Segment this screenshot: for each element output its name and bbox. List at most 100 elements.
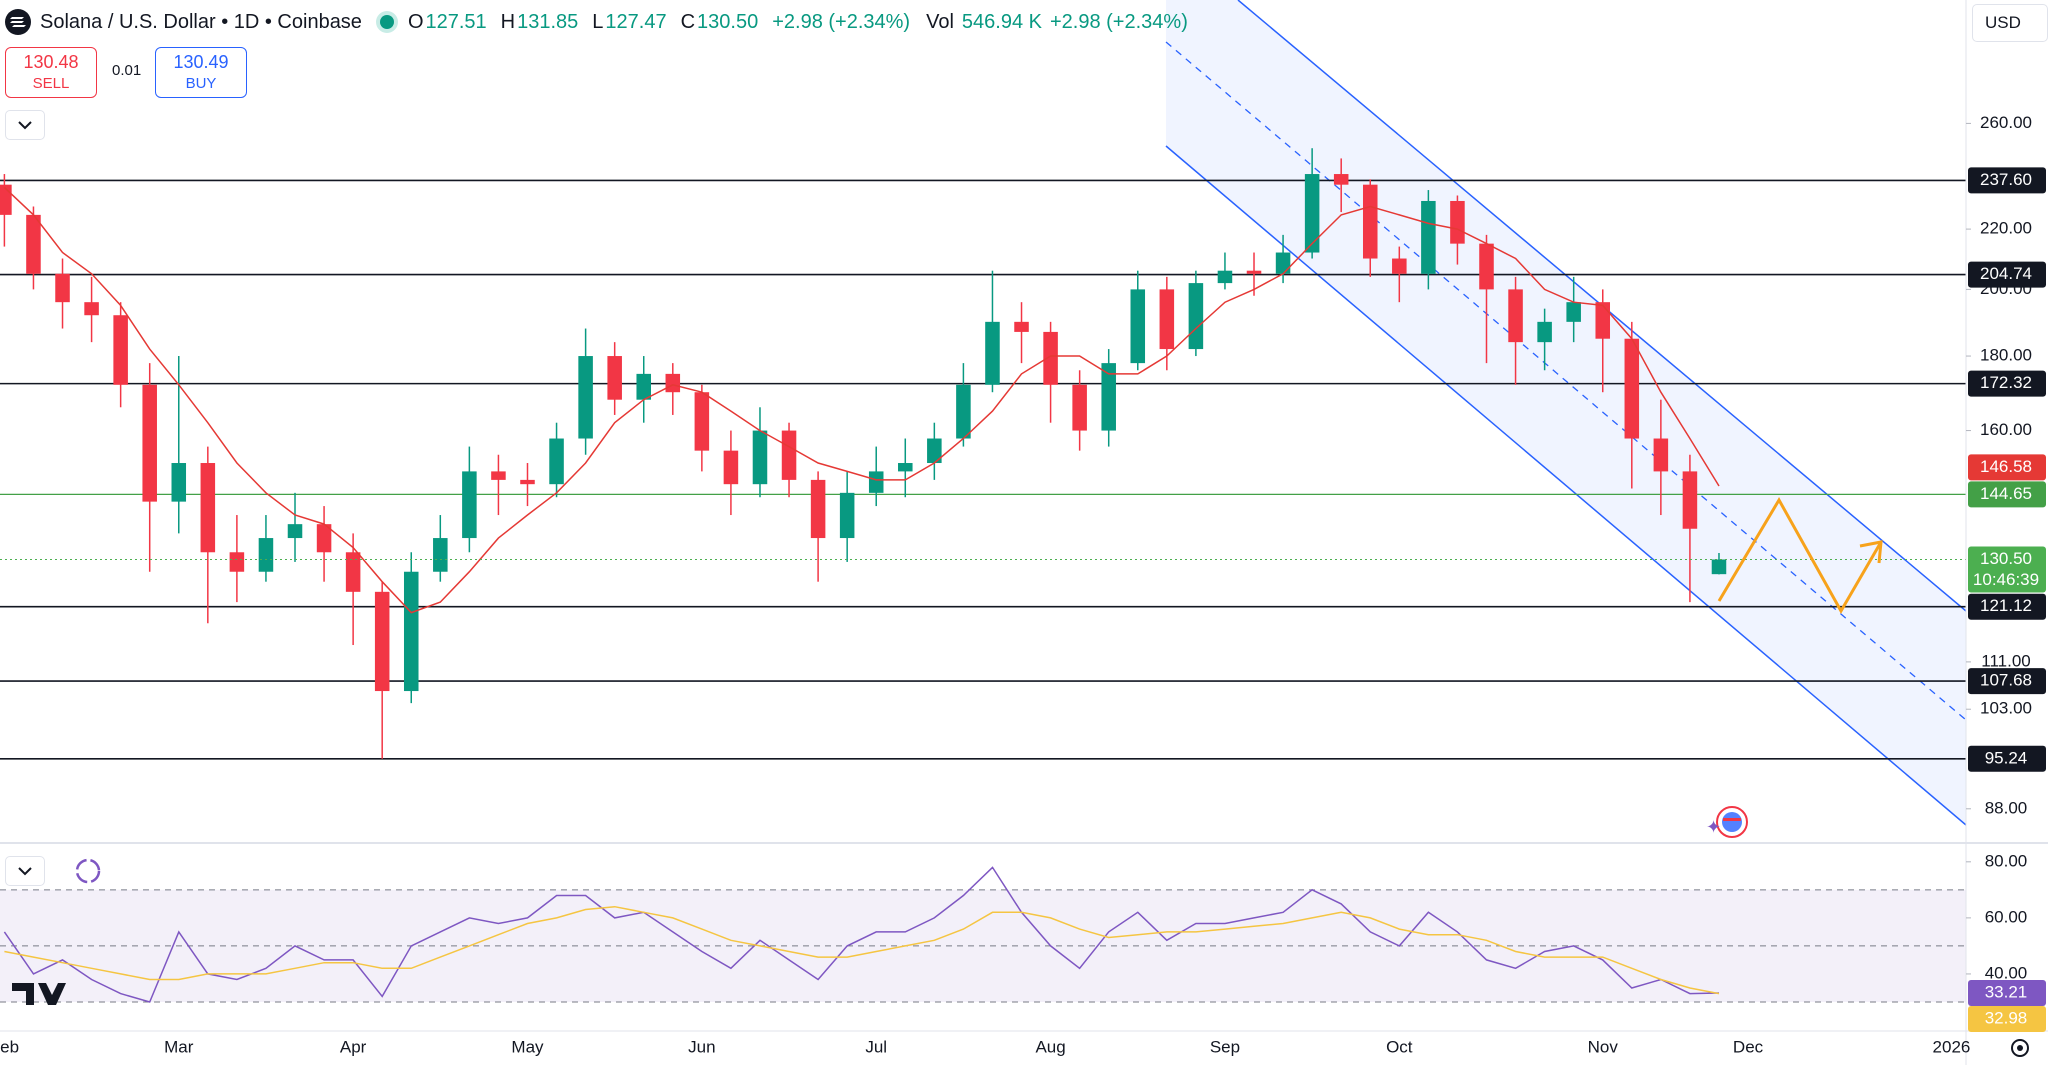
collapse-button[interactable] [5, 110, 45, 140]
logo [12, 983, 66, 1005]
settings-icon[interactable] [2011, 1039, 2029, 1057]
ohlc-key: C [680, 10, 696, 33]
ohlc-low: L 127.47 [592, 11, 666, 34]
rsi-label-box [1968, 979, 2046, 1006]
candle-body [723, 450, 739, 485]
candle-body [374, 591, 390, 692]
candle-body [1130, 289, 1146, 364]
x-tick-label: Nov [1588, 1037, 1619, 1056]
candle-body [1043, 331, 1058, 385]
rsi-y-tick-label: 40.00 [1985, 963, 2028, 982]
rsi-label: 32.98 [1985, 1008, 2028, 1027]
level-label: 95.24 [1985, 748, 2028, 767]
change: +2.98 (+2.34%) [772, 10, 911, 33]
currency-button[interactable]: USD [1972, 4, 2048, 42]
candle-body [462, 471, 477, 539]
axis-labels: 237.60 204.74 172.32 121.12 107.68 95.24 144.6… [1968, 167, 2046, 1032]
sync-icon[interactable] [75, 858, 101, 884]
level-label: 107.68 [1980, 671, 2032, 690]
sell-price: 130.48 [23, 51, 79, 72]
x-tick-label: Jun [688, 1037, 715, 1056]
level-label-box [1968, 370, 2046, 397]
spread: 0.01 [112, 62, 142, 79]
candle-body [520, 479, 535, 485]
ohlc-value: 131.85 [517, 10, 579, 33]
candle-body [781, 430, 797, 480]
y-tick-label: 111.00 [1981, 651, 2030, 670]
last-price-label-box [1968, 546, 2046, 593]
candle-body [636, 373, 652, 400]
volume: 546.94 K [961, 10, 1042, 33]
ohlc-key: H [500, 10, 516, 33]
candle-body [985, 321, 1000, 385]
ohlc-key: O [407, 10, 424, 33]
ma-label: 146.58 [1980, 457, 2032, 476]
level-label-box [1968, 481, 2046, 508]
level-label-box [1968, 167, 2046, 194]
candle-body [868, 471, 884, 493]
candle-body [1304, 174, 1320, 253]
level-label-box [1968, 261, 2046, 288]
candle-body [200, 463, 216, 553]
candle-body [1653, 438, 1669, 472]
x-tick-label: 2026 [1933, 1037, 1971, 1056]
x-tick-label: Apr [340, 1037, 367, 1056]
candle-body [1595, 302, 1611, 339]
candle-body [403, 571, 419, 692]
level-label-box [1968, 593, 2046, 620]
candle-body [839, 492, 855, 539]
buy-button[interactable]: 130.49 BUY [155, 47, 247, 98]
chevron [18, 121, 32, 130]
sell-label: SELL [32, 74, 70, 92]
rsi-collapse-button[interactable] [5, 856, 45, 886]
x-tick-label: Mar [164, 1037, 194, 1056]
volume-key: Vol [926, 10, 954, 33]
projection-arrow [1717, 496, 1883, 615]
event-flag-stripe [1723, 818, 1741, 821]
currency: USD [1985, 13, 2021, 32]
candle-body [171, 463, 187, 502]
candle-body [810, 479, 826, 539]
rsi-label: 33.21 [1985, 982, 2028, 1001]
event-flag [1722, 812, 1742, 832]
rsi-line [4, 905, 1720, 995]
candle-body [1566, 302, 1581, 322]
ohlc-open: O 127.51 [408, 11, 487, 34]
ohlc-high: H 131.85 [501, 11, 579, 34]
ohlc-value: 127.51 [425, 10, 487, 33]
arrow-head [1859, 540, 1883, 564]
y-tick-label: 220.00 [1980, 219, 2032, 238]
level-label-box [1968, 668, 2046, 695]
symbol-icon [5, 9, 31, 35]
candle-body [1333, 174, 1349, 185]
level-label: 237.60 [1980, 170, 2032, 189]
volume-change: +2.98 (+2.34%) [1049, 10, 1188, 33]
y-tick-label: 160.00 [1980, 420, 2032, 439]
candle-body [316, 524, 332, 553]
candle-body [229, 552, 245, 572]
sell-button[interactable]: 130.48 SELL [5, 47, 97, 98]
candle-body [345, 552, 361, 592]
candle-body [927, 438, 942, 464]
candle-body [491, 471, 506, 480]
candle-body [1275, 252, 1291, 274]
candle-body [1508, 289, 1523, 343]
settings-icon-dot [2017, 1045, 2023, 1051]
candle-body [1159, 289, 1175, 350]
plot [0, 148, 1966, 759]
y-tick-label: 88.00 [1985, 798, 2028, 817]
level-label: 204.74 [1980, 264, 2032, 283]
candle-body [1537, 321, 1552, 343]
last-price-label-extra: 10:46:39 [1973, 570, 2039, 589]
candle-body [142, 384, 157, 502]
y-tick-label: 180.00 [1980, 346, 2032, 365]
level-label: 172.32 [1980, 373, 2032, 392]
candle-body [956, 384, 971, 439]
rsi-y-tick-label: 60.00 [1985, 907, 2028, 926]
candle-body [694, 392, 710, 451]
candle-body [1362, 184, 1378, 259]
channel-bottom [1165, 145, 1966, 826]
candle-body [1479, 243, 1494, 290]
x-tick-label: Oct [1386, 1037, 1413, 1056]
